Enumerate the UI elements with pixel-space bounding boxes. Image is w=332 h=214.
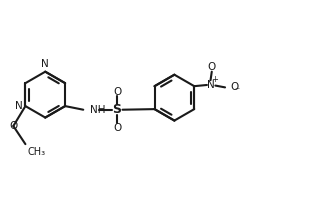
Text: NH: NH (91, 105, 106, 115)
Text: N: N (207, 80, 214, 90)
Text: O: O (9, 121, 18, 131)
Text: CH₃: CH₃ (28, 147, 46, 156)
Text: S: S (113, 103, 122, 116)
Text: ⁻: ⁻ (234, 86, 239, 96)
Text: O: O (113, 123, 121, 133)
Text: O: O (208, 62, 216, 72)
Text: N: N (42, 59, 49, 69)
Text: O: O (230, 82, 239, 92)
Text: +: + (211, 75, 218, 84)
Text: N: N (15, 101, 22, 111)
Text: O: O (113, 87, 121, 97)
